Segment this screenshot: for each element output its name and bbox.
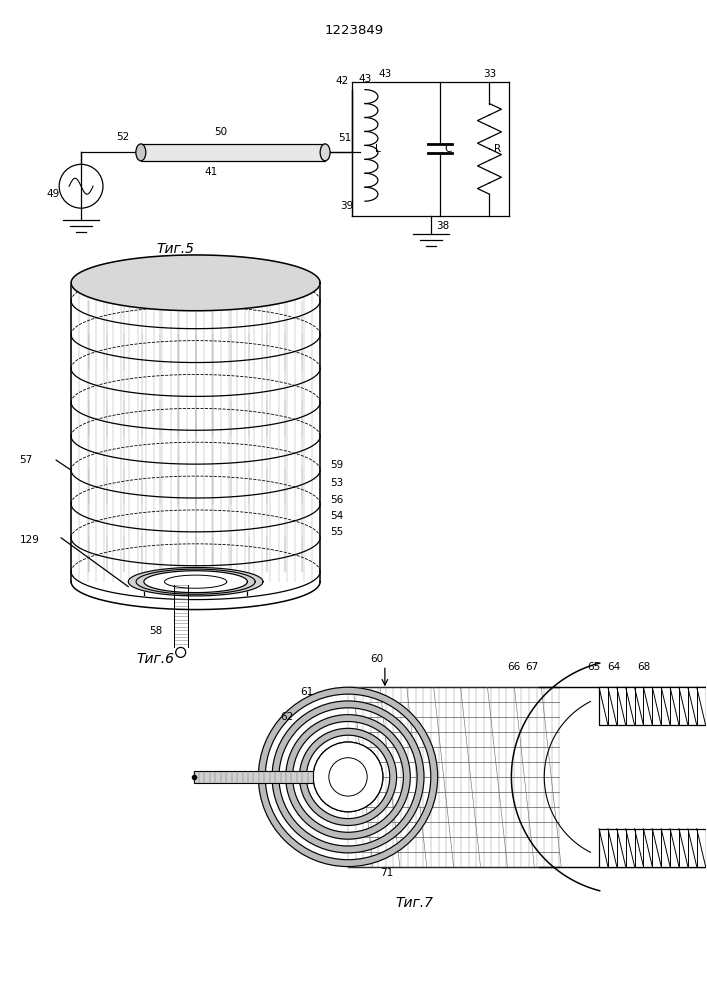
Polygon shape (128, 567, 263, 596)
Text: 68: 68 (637, 662, 650, 672)
Text: 129: 129 (19, 535, 39, 545)
Text: 63: 63 (644, 694, 657, 704)
Text: 43: 43 (358, 74, 372, 84)
Bar (141, 144, 325, 161)
Polygon shape (71, 255, 320, 311)
Text: 70: 70 (233, 774, 245, 784)
Polygon shape (286, 715, 410, 839)
Polygon shape (258, 687, 438, 867)
Text: Τиг.6: Τиг.6 (136, 652, 175, 666)
Text: 52: 52 (116, 132, 129, 142)
Text: 33: 33 (483, 69, 496, 79)
Ellipse shape (320, 144, 330, 161)
Text: Τиг.5: Τиг.5 (157, 242, 194, 256)
Text: 59: 59 (330, 460, 344, 470)
Polygon shape (272, 701, 424, 853)
Text: 50: 50 (214, 127, 227, 137)
Polygon shape (136, 569, 255, 594)
Text: 61: 61 (300, 687, 313, 697)
Text: 71: 71 (380, 868, 393, 878)
Text: R: R (494, 144, 501, 154)
Text: 53: 53 (330, 478, 344, 488)
Text: 56: 56 (330, 495, 344, 505)
Bar (194, 771, 313, 783)
Text: 49: 49 (46, 189, 59, 199)
Ellipse shape (136, 144, 146, 161)
Circle shape (313, 742, 383, 812)
Bar (599, 829, 706, 867)
Text: 41: 41 (204, 167, 217, 177)
Circle shape (176, 647, 186, 657)
Text: 43: 43 (378, 69, 392, 79)
Text: 38: 38 (436, 221, 449, 231)
Text: 51: 51 (338, 133, 351, 143)
Text: 54: 54 (330, 511, 344, 521)
Polygon shape (300, 728, 397, 825)
Text: 42: 42 (335, 76, 349, 86)
Text: L: L (375, 144, 380, 154)
Text: 64: 64 (607, 662, 620, 672)
Text: 39: 39 (340, 201, 354, 211)
Text: 60: 60 (370, 654, 383, 664)
Text: 67: 67 (525, 662, 539, 672)
Text: 66: 66 (508, 662, 520, 672)
Text: 58: 58 (148, 626, 162, 636)
Text: 69: 69 (362, 769, 375, 779)
Text: 1223849: 1223849 (325, 24, 384, 37)
Polygon shape (144, 571, 247, 593)
Bar (599, 687, 706, 725)
Text: Τиг.7: Τиг.7 (396, 896, 434, 910)
Text: 57: 57 (19, 455, 33, 465)
Text: 62: 62 (280, 712, 293, 722)
Text: C: C (445, 144, 452, 154)
Text: 65: 65 (587, 662, 600, 672)
Text: 55: 55 (330, 527, 344, 537)
